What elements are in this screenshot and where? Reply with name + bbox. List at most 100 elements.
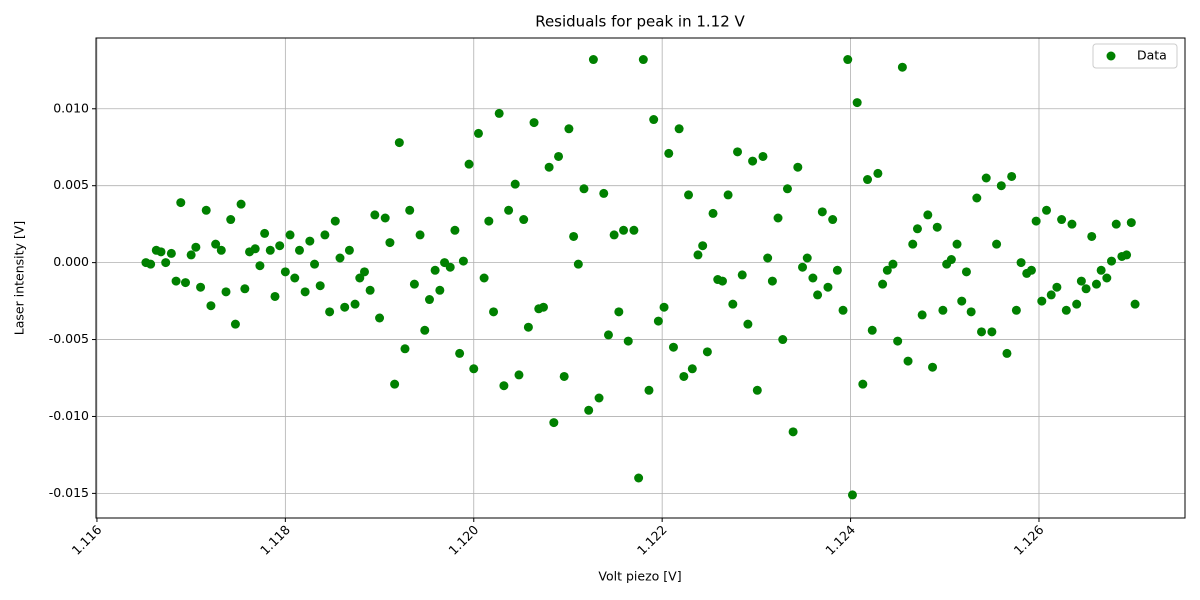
data-point [649, 115, 659, 125]
data-point [832, 265, 842, 275]
data-point [250, 244, 260, 254]
data-point [514, 370, 524, 380]
data-point [573, 259, 583, 269]
data-point [932, 222, 942, 232]
data-point [300, 287, 310, 297]
data-point [1067, 219, 1077, 229]
data-point [767, 276, 777, 286]
data-point [588, 55, 598, 65]
data-point [623, 336, 633, 346]
data-point [674, 124, 684, 134]
data-point [275, 241, 285, 251]
y-tick-label: 0.000 [53, 254, 89, 269]
data-point [523, 322, 533, 332]
data-point [867, 325, 877, 335]
data-point [359, 267, 369, 277]
data-point [479, 273, 489, 283]
data-point [873, 168, 883, 178]
data-point [737, 270, 747, 280]
data-point [972, 193, 982, 203]
data-point [638, 55, 648, 65]
data-point [166, 248, 176, 258]
y-tick-label: 0.005 [53, 177, 89, 192]
data-point [201, 205, 211, 215]
data-point [1042, 205, 1052, 215]
data-point [415, 230, 425, 240]
data-point [782, 184, 792, 194]
chart-title: Residuals for peak in 1.12 V [535, 13, 745, 31]
data-point [538, 302, 548, 312]
data-point [1111, 219, 1121, 229]
data-point [494, 108, 504, 118]
data-point [445, 262, 455, 272]
data-point [878, 279, 888, 289]
data-point [579, 184, 589, 194]
data-point [981, 173, 991, 183]
data-point [653, 316, 663, 326]
data-point [510, 179, 520, 189]
data-point [938, 305, 948, 315]
data-point [1096, 265, 1106, 275]
data-point [882, 265, 892, 275]
data-point [773, 213, 783, 223]
data-point [529, 118, 539, 128]
data-point [702, 347, 712, 357]
data-point [817, 207, 827, 217]
data-point [1002, 348, 1012, 358]
data-point [1107, 256, 1117, 266]
data-point [236, 199, 246, 209]
data-point [1057, 215, 1067, 225]
data-point [320, 230, 330, 240]
data-point [435, 285, 445, 295]
data-point [788, 427, 798, 437]
data-point [335, 253, 345, 263]
data-point [355, 273, 365, 283]
data-point [1087, 231, 1097, 241]
legend-box [1092, 43, 1178, 69]
data-point [748, 156, 758, 166]
data-point [1016, 258, 1026, 268]
data-point [928, 362, 938, 372]
y-tick-label: -0.010 [49, 408, 89, 423]
data-point [908, 239, 918, 249]
data-point [888, 259, 898, 269]
data-point [1130, 299, 1140, 309]
data-point [390, 379, 400, 389]
data-point [255, 261, 265, 271]
data-point [394, 138, 404, 148]
data-point [629, 225, 639, 235]
data-point [664, 148, 674, 158]
data-point [684, 190, 694, 200]
data-point [484, 216, 494, 226]
data-point [315, 281, 325, 291]
y-tick-label: 0.010 [53, 100, 89, 115]
data-point [1081, 284, 1091, 294]
data-point [344, 245, 354, 255]
data-point [893, 336, 903, 346]
data-point [260, 228, 270, 238]
data-point [614, 307, 624, 317]
data-point [1076, 276, 1086, 286]
data-point [966, 307, 976, 317]
data-point [1052, 282, 1062, 292]
data-point [285, 230, 295, 240]
legend-label: Data [1137, 48, 1167, 63]
data-point [270, 291, 280, 301]
x-axis-label: Volt piezo [V] [598, 569, 681, 584]
data-point [240, 284, 250, 294]
data-point [499, 381, 509, 391]
data-point [843, 55, 853, 65]
data-point [420, 325, 430, 335]
data-point [634, 473, 644, 483]
data-point [952, 239, 962, 249]
data-point [1046, 290, 1056, 300]
data-point [584, 405, 594, 415]
data-point [828, 215, 838, 225]
data-point [1061, 305, 1071, 315]
data-point [519, 215, 529, 225]
data-point [823, 282, 833, 292]
y-tick-label: -0.015 [49, 485, 89, 500]
data-point [1011, 305, 1021, 315]
